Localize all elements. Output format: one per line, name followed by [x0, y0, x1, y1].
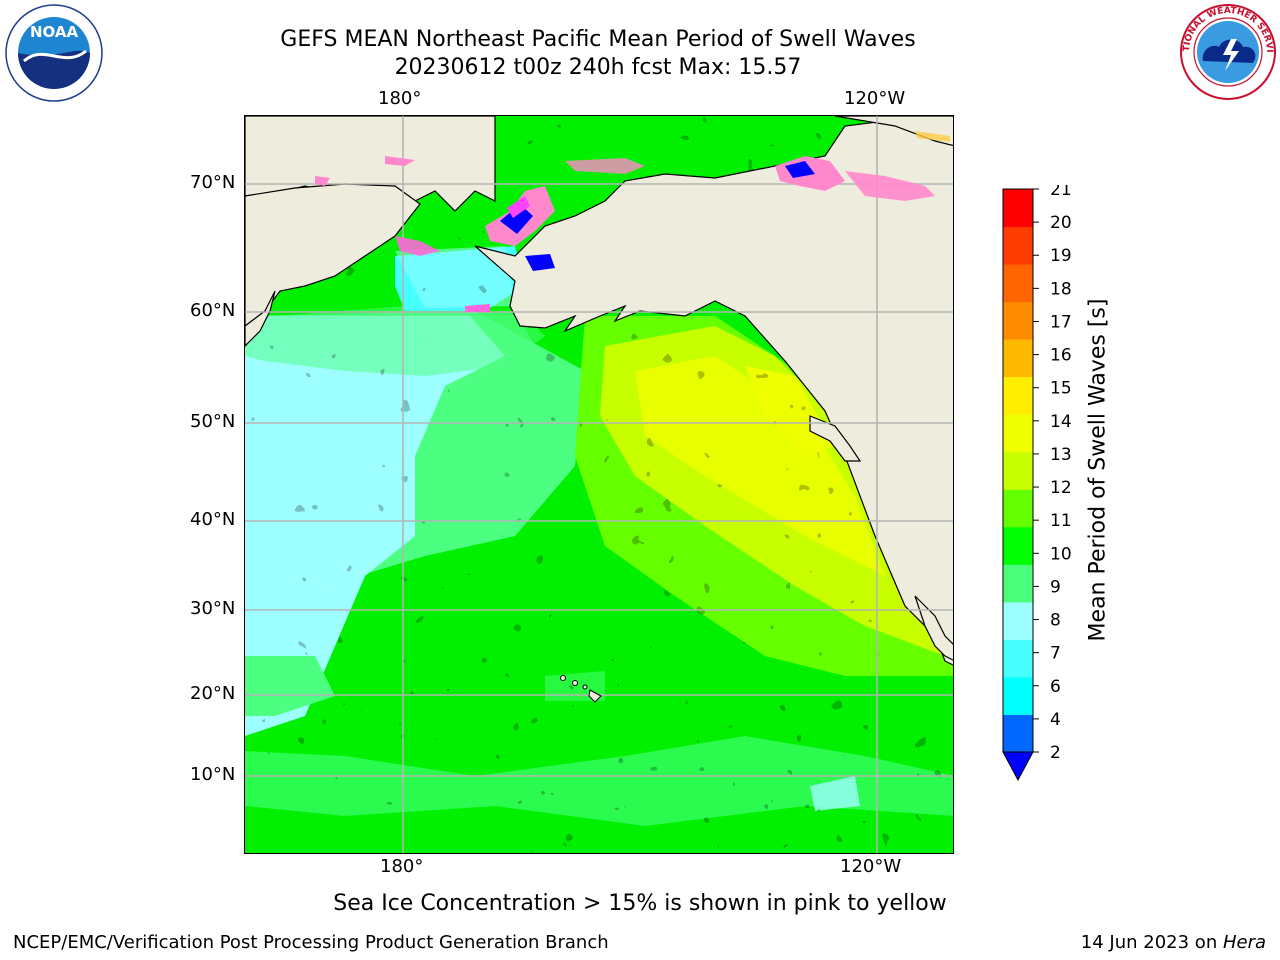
colorbar-band	[1003, 376, 1033, 415]
colorbar-tick-label: 15	[1050, 379, 1072, 399]
title-line-2: 20230612 t00z 240h fcst Max: 15.57	[394, 55, 802, 80]
colorbar-bands	[1003, 189, 1033, 753]
colorbar-tick-label: 10	[1050, 544, 1072, 564]
lat-label-50n: 50°N	[190, 411, 236, 432]
colorbar-band	[1003, 301, 1033, 340]
lat-label-70n: 70°N	[190, 172, 236, 193]
colorbar-tick-label: 13	[1050, 445, 1072, 465]
colorbar-band	[1003, 639, 1033, 678]
colorbar-ticks: 2 4 6 7 8 9 10 11 12 13 14 15 16 17 18 19 20 21	[1033, 185, 1072, 763]
colorbar-tick-label: 20	[1050, 213, 1072, 233]
colorbar-outline	[1002, 188, 1034, 753]
colorbar-extend-min	[1002, 751, 1034, 782]
colorbar-tick-label: 4	[1050, 710, 1061, 730]
colorbar-band	[1003, 414, 1033, 453]
noaa-logo-text: NOAA	[30, 23, 79, 41]
colorbar-tick-label: 14	[1050, 412, 1072, 432]
footer-date: 14 Jun 2023 on	[1080, 932, 1223, 953]
lat-label-10n: 10°N	[190, 764, 236, 785]
map-canvas	[245, 116, 953, 853]
sea-ice-patches	[315, 131, 950, 312]
colorbar-tick-label: 19	[1050, 246, 1072, 266]
colorbar: 2 4 6 7 8 9 10 11 12 13 14 15 16 17 18 19 20 21	[1002, 185, 1072, 782]
footer-host: Hera	[1222, 932, 1266, 953]
map-panel[interactable]	[244, 115, 954, 854]
sea-ice-caption: Sea Ice Concentration > 15% is shown in …	[333, 891, 947, 916]
colorbar-band	[1003, 564, 1033, 603]
title-line-1: GEFS MEAN Northeast Pacific Mean Period …	[280, 27, 916, 52]
noaa-logo: NOAA	[5, 4, 103, 102]
lat-label-30n: 30°N	[190, 598, 236, 619]
colorbar-band	[1003, 489, 1033, 528]
colorbar-tick-label: 6	[1050, 677, 1061, 697]
colorbar-tick-label: 11	[1050, 511, 1072, 531]
colorbar-tick-label: 18	[1050, 279, 1072, 299]
colorbar-tick-label: 12	[1050, 478, 1072, 498]
colorbar-tick-label: 21	[1050, 185, 1072, 200]
colorbar-tick-label: 16	[1050, 346, 1072, 366]
colorbar-band	[1003, 264, 1033, 303]
colorbar-band	[1003, 676, 1033, 715]
lon-label-top-180: 180°	[378, 88, 422, 109]
nws-logo: NATIONAL WEATHER SERVICE	[1179, 3, 1276, 100]
colorbar-tick-label: 9	[1050, 577, 1061, 597]
hawaii-islands	[560, 675, 602, 703]
lat-label-60n: 60°N	[190, 300, 236, 321]
lat-label-40n: 40°N	[190, 509, 236, 530]
footer-left: NCEP/EMC/Verification Post Processing Pr…	[13, 932, 609, 953]
colorbar-title: Mean Period of Swell Waves [s]	[1085, 298, 1111, 642]
lon-label-bottom-180: 180°	[380, 856, 424, 877]
colorbar-band	[1003, 339, 1033, 378]
colorbar-band	[1003, 714, 1033, 753]
footer-right: 14 Jun 2023 on Hera	[1081, 932, 1266, 953]
colorbar-band	[1003, 226, 1033, 265]
lat-label-20n: 20°N	[190, 683, 236, 704]
land-masses	[245, 116, 953, 666]
lon-label-top-120w: 120°W	[844, 88, 906, 109]
colorbar-tick-label: 2	[1050, 743, 1061, 763]
colorbar-band	[1003, 189, 1033, 228]
colorbar-tick-label: 7	[1050, 644, 1061, 664]
colorbar-band	[1003, 601, 1033, 640]
colorbar-band	[1003, 526, 1033, 565]
colorbar-tick-label: 17	[1050, 312, 1072, 332]
colorbar-band	[1003, 451, 1033, 490]
lon-label-bottom-120w: 120°W	[840, 856, 902, 877]
colorbar-tick-label: 8	[1050, 611, 1061, 631]
